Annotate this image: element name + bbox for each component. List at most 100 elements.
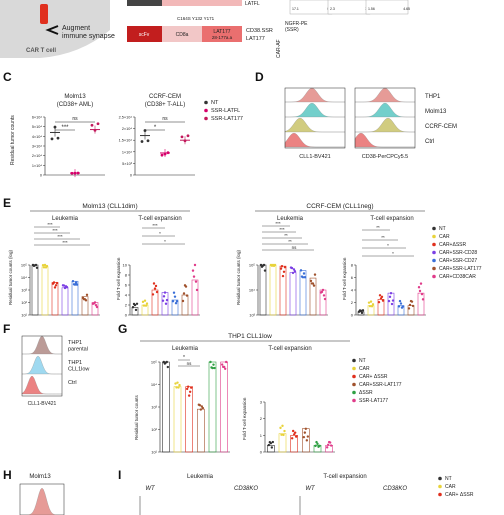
e4-sig-label: ** [381, 235, 385, 240]
e4-point [397, 305, 401, 308]
d-hist-cd38 [355, 102, 415, 118]
i-legend-label: CAR [445, 484, 456, 490]
e1-ytick-label: 10² [21, 300, 27, 305]
e3-point [263, 269, 267, 272]
g2-point [291, 429, 295, 433]
d-row-label: Ctrl [425, 139, 434, 145]
flow-value: 17.1 [292, 7, 299, 11]
e3-point [293, 270, 297, 273]
e-legend-label: CAR+CD38CAR [439, 274, 476, 280]
c2-point [186, 134, 190, 138]
panel-letter-e: E [3, 196, 12, 210]
panel-letter-c: C [3, 70, 12, 84]
e1-bar [71, 280, 79, 316]
cd8-box [162, 26, 202, 42]
e2-point [161, 299, 165, 302]
g-sig-label: ns [187, 361, 193, 366]
e2-sig-label: * [159, 231, 161, 236]
c2-ytick-label: 0 [130, 174, 132, 178]
e2-point [155, 290, 159, 294]
g2-point [306, 435, 310, 438]
i-ko-1: CD38KO [234, 486, 258, 492]
e2-ytick-label: 8 [125, 273, 128, 278]
c2-title-2: (CD38+ T-ALL) [145, 102, 185, 108]
e2-ytick-label: 4 [125, 293, 128, 298]
e3-sig-label: ** [288, 239, 292, 244]
e2-bar [141, 304, 149, 316]
receptor-icon [40, 4, 48, 24]
e2-ytick-label: 6 [125, 283, 128, 288]
e1-point [85, 293, 89, 297]
g1-ytick-label: 10⁵ [151, 360, 157, 365]
e2-point [165, 298, 169, 302]
e3-point [291, 271, 295, 275]
scfv-box [127, 26, 162, 42]
g1-point [165, 360, 169, 364]
e2-ytick-label: 2 [125, 303, 128, 308]
e2-point [162, 295, 166, 298]
e-legend-label: NT [439, 226, 446, 232]
e3-point [279, 267, 283, 270]
e4-point [359, 309, 363, 313]
g-sig-label: * [183, 355, 185, 361]
c1-ytick-label: 3×10⁴ [32, 145, 43, 149]
e4-point [380, 295, 384, 299]
e-legend-label: CAR+ΔSSR [439, 242, 466, 248]
e1-point [73, 283, 77, 286]
e2-point [194, 280, 198, 283]
c1-point [70, 171, 74, 175]
e1-point [41, 263, 45, 267]
flow-value: 4.65 [403, 7, 410, 11]
e2-point [144, 304, 148, 307]
i-ko-2: CD38KO [383, 486, 407, 492]
e-legend-marker [432, 250, 436, 255]
e3-point [281, 274, 285, 278]
c2-title: CCRF-CEM [149, 94, 181, 100]
g1-ytick-label: 10³ [151, 405, 157, 410]
e1-point [75, 283, 79, 286]
c2-point [160, 153, 164, 157]
e3-point [312, 284, 316, 287]
e3-bar [309, 277, 317, 316]
f-row-label: CLL1low [68, 367, 89, 373]
d-frame-2 [354, 87, 416, 149]
e4-point [411, 304, 415, 308]
i-legend-marker [438, 476, 442, 481]
e3-sig-label: *** [279, 227, 285, 232]
e2-point [163, 291, 167, 294]
g2-point [325, 446, 329, 449]
c-legend-label: SSR-LATFL [211, 108, 240, 114]
g-legend-marker [352, 358, 356, 363]
g1-point [176, 381, 179, 384]
g2-point [283, 429, 286, 433]
d-xlabel-1: CLL1-BV421 [299, 154, 331, 160]
e3-point [292, 268, 296, 271]
g2-point [290, 437, 294, 440]
g2-point [302, 435, 306, 439]
g1-point [201, 406, 205, 410]
e1-sig-label: *** [62, 240, 68, 245]
g1-point [178, 383, 181, 387]
mutation-label: C164S Y132 Y171 [177, 16, 215, 21]
e1-point [34, 263, 38, 267]
e-sub-tcell-2: T-cell expansion [370, 216, 413, 222]
g-legend-marker [352, 366, 356, 371]
e1-ytick-label: 10¹ [21, 313, 27, 318]
e3-point [299, 269, 303, 272]
f-hist [21, 376, 62, 395]
e2-point [145, 302, 149, 305]
c2-point [140, 140, 144, 143]
e1-point [94, 304, 98, 307]
e1-ytick-label: 10³ [21, 288, 27, 293]
e1-bar [31, 264, 39, 316]
lat177-box [202, 26, 242, 42]
e3-point [309, 279, 313, 283]
e4-point [367, 301, 371, 304]
panel-letter-i: I [118, 468, 122, 482]
e3-ytick-label: 10⁴ [249, 288, 255, 293]
e1-bar [41, 266, 49, 316]
e2-point [182, 292, 186, 295]
c1-ytick-label: 0 [40, 174, 42, 178]
e4-point [378, 294, 382, 297]
e3-bar [259, 264, 267, 316]
